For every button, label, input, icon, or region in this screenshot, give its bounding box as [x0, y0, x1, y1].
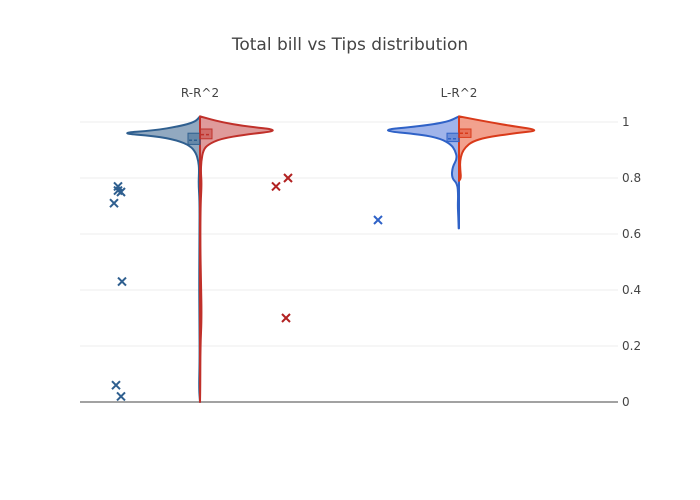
outlier-point	[111, 380, 121, 390]
outlier-mark	[116, 187, 126, 197]
outlier-mark	[271, 181, 281, 192]
y-tick-label: 0.8	[622, 171, 641, 185]
outlier-point	[109, 198, 119, 208]
outlier-point	[113, 185, 123, 196]
gridlines	[80, 121, 618, 403]
y-tick-label: 0.6	[622, 227, 641, 241]
outlier-point	[117, 276, 127, 287]
y-tick-label: 1	[622, 115, 630, 129]
outlier-mark	[373, 215, 383, 225]
outlier-mark	[116, 391, 126, 402]
y-axis-ticks: 0 0.2 0.4 0.6 0.8 1	[622, 115, 641, 409]
outlier-point	[281, 313, 291, 323]
violin-l-r2-positive	[458, 115, 536, 182]
outlier-mark	[283, 173, 293, 183]
y-tick-label: 0.4	[622, 283, 641, 297]
labels: Total bill vs Tips distribution R-R^2 L-…	[181, 35, 478, 100]
outlier-point	[283, 173, 293, 183]
category-label-l-r2: L-R^2	[441, 86, 478, 100]
outlier-mark	[113, 185, 123, 196]
violin-r-r2-negative	[126, 115, 201, 403]
y-tick-label: 0	[622, 395, 630, 409]
outlier-mark	[111, 380, 121, 390]
outlier-mark	[281, 313, 291, 323]
category-label-r-r2: R-R^2	[181, 86, 219, 100]
box-l-r2-negative	[446, 132, 460, 143]
box-r-r2-negative	[187, 132, 201, 145]
outlier-point	[271, 181, 281, 192]
outlier-point	[373, 215, 383, 225]
violin-r-r2-positive	[199, 115, 274, 403]
outlier-point	[116, 391, 126, 402]
y-tick-label: 0.2	[622, 339, 641, 353]
outlier-mark	[117, 276, 127, 287]
outlier-points	[109, 173, 383, 402]
violins	[126, 115, 536, 403]
violin-l-r2-negative	[386, 115, 460, 230]
box-markers	[187, 128, 472, 145]
outlier-mark	[109, 198, 119, 208]
chart-title: Total bill vs Tips distribution	[231, 35, 468, 55]
